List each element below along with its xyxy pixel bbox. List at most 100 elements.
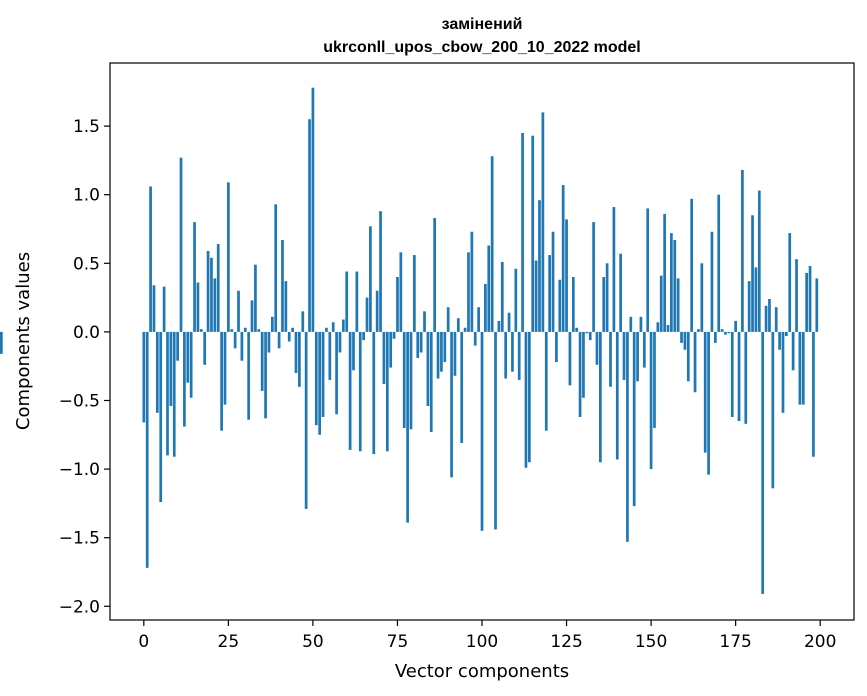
y-tick-label: 0.0 [73, 323, 100, 343]
bar-component-56 [331, 322, 335, 332]
bar-component-74 [392, 331, 396, 339]
bar-component-126 [568, 331, 572, 386]
bar-component-91 [450, 331, 453, 478]
x-tick-label: 50 [302, 632, 324, 652]
bar-component-83 [423, 311, 426, 332]
bar-component-134 [595, 331, 599, 365]
bar-component-111 [517, 331, 521, 380]
bar-component-161 [686, 331, 690, 382]
bar-component-167 [707, 331, 710, 475]
bar-component-97 [470, 231, 474, 332]
bar-component-84 [426, 331, 430, 406]
bar-component-55 [328, 331, 332, 380]
bar-component-15 [193, 222, 196, 332]
bar-component-141 [619, 253, 623, 332]
bar-component-148 [642, 331, 646, 368]
bar-component-3 [152, 285, 156, 332]
bar-component-18 [203, 331, 207, 365]
bar-component-95 [463, 327, 467, 332]
bar-component-25 [227, 182, 230, 332]
bar-component-144 [629, 316, 633, 332]
bar-component-35 [260, 331, 264, 391]
x-axis-label: Vector components [395, 661, 569, 682]
bar-component-143 [626, 331, 629, 542]
bar-component-22 [216, 244, 220, 332]
bar-component-140 [615, 331, 619, 460]
bar-component-145 [632, 331, 636, 507]
bar-component-151 [653, 331, 656, 428]
y-tick-label: 0.5 [73, 254, 100, 274]
bar-component-63 [355, 271, 359, 332]
bar-component-106 [500, 261, 504, 332]
bar-component-195 [801, 331, 805, 405]
bar-component-23 [220, 331, 223, 431]
bar-component-30 [243, 327, 247, 332]
bar-component-138 [609, 331, 612, 387]
bar-component-21 [213, 278, 217, 332]
bar-component-172 [724, 331, 727, 335]
bar-component-7 [166, 331, 169, 456]
y-tick-label: −2.0 [59, 597, 100, 617]
bar-component-196 [805, 272, 809, 332]
bar-component-189 [781, 331, 785, 413]
bar-component-8 [169, 331, 173, 406]
bar-component-166 [703, 331, 707, 453]
x-tick-label: 175 [719, 632, 751, 652]
bar-component-184 [764, 305, 768, 332]
bar-component-170 [717, 194, 721, 332]
bar-component-133 [592, 222, 595, 332]
bar-component-181 [754, 267, 758, 332]
bar-component-155 [666, 325, 670, 332]
bar-component-62 [352, 331, 355, 371]
bar-component-197 [808, 266, 812, 332]
bar-component-32 [250, 300, 254, 332]
bar-component-107 [504, 331, 508, 379]
bar-component-125 [565, 219, 568, 332]
bar-component-188 [778, 331, 781, 350]
bar-component-176 [737, 331, 741, 422]
bar-component-96 [467, 252, 470, 332]
bar-component-150 [649, 331, 653, 470]
bar-component-156 [670, 233, 673, 332]
bar-component-27 [233, 331, 237, 349]
bar-component-178 [744, 331, 748, 424]
bar-component-93 [456, 318, 460, 332]
bar-component-105 [497, 320, 501, 332]
bar-component-53 [321, 331, 325, 417]
bar-component-169 [713, 331, 717, 343]
bar-component-94 [460, 331, 464, 444]
bar-component-57 [335, 331, 338, 415]
bar-component-139 [612, 207, 616, 332]
bar-component-26 [230, 329, 234, 332]
y-tick-label: 1.5 [73, 117, 100, 137]
bar-component-165 [700, 263, 704, 332]
bar-component-85 [429, 331, 433, 433]
bar-component-0 [142, 331, 146, 423]
bar-component-69 [375, 290, 379, 332]
bar-component-80 [413, 255, 416, 332]
bar-component-82 [419, 331, 423, 353]
bar-component-174 [730, 331, 734, 417]
bar-component-16 [196, 282, 200, 332]
bar-component-undefined [0, 331, 3, 354]
bar-component-44 [291, 327, 294, 332]
bar-component-199 [815, 278, 819, 332]
bar-component-177 [741, 170, 744, 332]
bar-component-122 [555, 331, 558, 363]
x-tick-label: 75 [387, 632, 409, 652]
bar-component-47 [301, 311, 305, 332]
bar-component-17 [199, 329, 203, 332]
bar-component-119 [544, 331, 548, 431]
bar-component-153 [659, 275, 663, 332]
bar-component-29 [240, 331, 244, 361]
bar-component-78 [406, 331, 409, 523]
bar-component-89 [443, 331, 447, 363]
bar-component-186 [771, 331, 775, 489]
bar-component-58 [338, 331, 342, 353]
y-tick-label: 1.0 [73, 186, 100, 206]
bar-component-137 [605, 263, 609, 332]
bar-component-66 [365, 297, 369, 332]
y-tick-label: −0.5 [59, 391, 100, 411]
bar-component-158 [676, 278, 680, 332]
